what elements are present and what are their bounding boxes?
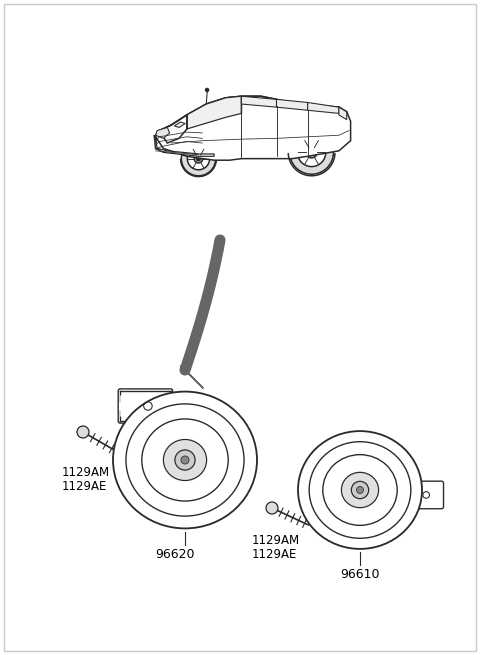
Ellipse shape: [341, 472, 379, 508]
Ellipse shape: [113, 392, 257, 529]
Polygon shape: [156, 96, 350, 160]
Polygon shape: [276, 100, 308, 110]
Circle shape: [298, 138, 326, 166]
Circle shape: [357, 487, 363, 493]
Ellipse shape: [298, 431, 422, 549]
Circle shape: [187, 147, 210, 170]
Circle shape: [351, 481, 369, 498]
Text: 96620: 96620: [155, 548, 195, 561]
Circle shape: [266, 502, 278, 514]
Polygon shape: [308, 102, 339, 113]
Text: 1129AE: 1129AE: [252, 548, 298, 561]
Ellipse shape: [142, 419, 228, 501]
Polygon shape: [154, 135, 214, 157]
Wedge shape: [120, 396, 131, 417]
Ellipse shape: [309, 441, 411, 538]
Polygon shape: [180, 365, 204, 388]
Circle shape: [196, 157, 201, 160]
Text: 1129AM: 1129AM: [252, 534, 300, 546]
Polygon shape: [159, 115, 187, 143]
Polygon shape: [339, 107, 347, 120]
Text: 1129AE: 1129AE: [62, 481, 108, 493]
Circle shape: [309, 150, 314, 155]
Circle shape: [306, 147, 317, 158]
Circle shape: [205, 88, 209, 92]
Circle shape: [194, 155, 203, 163]
Ellipse shape: [126, 404, 244, 516]
FancyBboxPatch shape: [406, 481, 444, 509]
FancyBboxPatch shape: [118, 389, 173, 423]
Polygon shape: [174, 122, 185, 128]
Circle shape: [181, 456, 189, 464]
Ellipse shape: [181, 141, 216, 176]
Polygon shape: [241, 96, 276, 107]
Polygon shape: [156, 128, 169, 138]
Text: 96610: 96610: [340, 569, 380, 582]
Ellipse shape: [163, 440, 206, 481]
Polygon shape: [187, 96, 241, 129]
Circle shape: [175, 450, 195, 470]
Circle shape: [77, 426, 89, 438]
Ellipse shape: [323, 455, 397, 525]
Ellipse shape: [290, 130, 334, 174]
Text: 1129AM: 1129AM: [62, 466, 110, 479]
Bar: [173, 135, 179, 139]
